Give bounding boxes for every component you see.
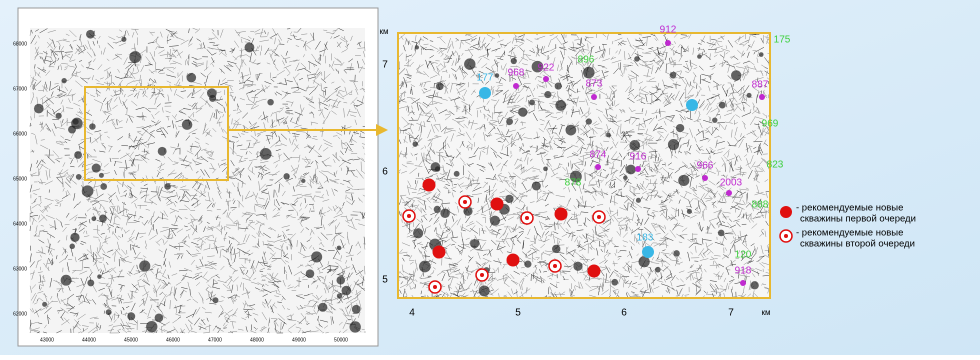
sink [349, 321, 360, 332]
sink [139, 260, 150, 271]
sink [342, 286, 352, 296]
sink [92, 164, 101, 173]
sink [337, 246, 342, 251]
sink [164, 183, 171, 190]
sink [99, 173, 104, 178]
sink [121, 37, 126, 42]
sink [337, 293, 343, 299]
sink [73, 119, 79, 125]
sink [129, 51, 141, 63]
sink [70, 244, 75, 249]
page: 6800067000660006500064000630006200043000… [0, 0, 980, 355]
sink [99, 215, 107, 223]
sink [318, 303, 327, 312]
sink [34, 104, 44, 114]
sink [106, 309, 112, 315]
sink [311, 251, 322, 262]
sink [182, 119, 192, 129]
sink [209, 95, 216, 102]
sink [260, 148, 272, 160]
sink [61, 275, 72, 286]
sink [100, 183, 107, 190]
sink [82, 185, 94, 197]
sink [187, 73, 197, 83]
sink [91, 216, 96, 221]
sink [86, 30, 95, 39]
sink [127, 312, 135, 320]
sink [42, 302, 47, 307]
sink [155, 313, 164, 322]
sink [352, 305, 361, 314]
sink [306, 269, 315, 278]
sink [336, 276, 345, 285]
sink [267, 99, 273, 105]
sink [146, 321, 157, 332]
sink [87, 279, 94, 286]
sink [74, 151, 82, 159]
sink [68, 126, 76, 134]
sink [301, 179, 305, 183]
sink [97, 274, 101, 278]
sink [56, 113, 62, 119]
sink [213, 297, 219, 303]
sink [70, 233, 79, 242]
sink [89, 123, 95, 129]
sink [283, 173, 289, 179]
sink [76, 174, 82, 180]
sink [62, 78, 67, 83]
sink [245, 43, 255, 53]
sink [158, 147, 167, 156]
